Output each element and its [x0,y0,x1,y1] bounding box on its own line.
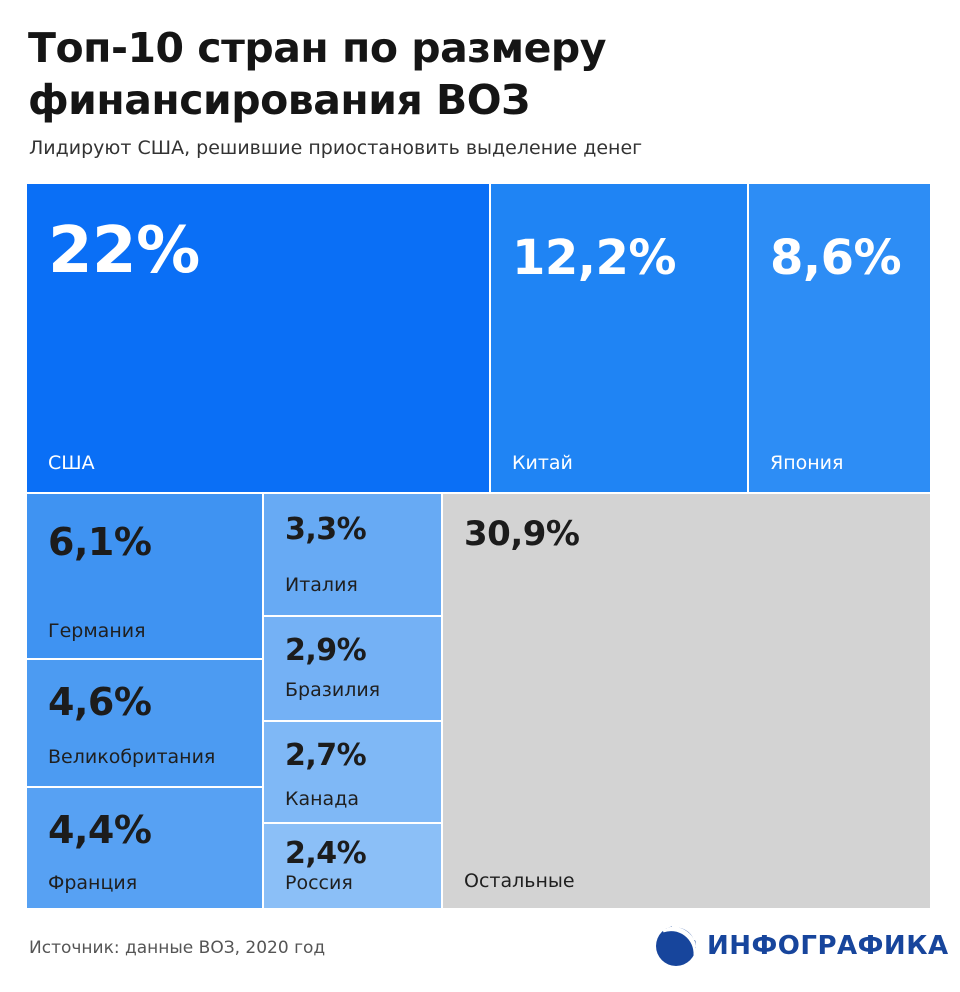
cell-label: Китай [512,452,573,474]
treemap-cell-8: 2,9% Бразилия [264,617,441,720]
treemap-cell-3: 8,6% Япония [749,184,930,492]
cell-value: 22% [48,214,200,288]
cell-label: Франция [48,872,138,894]
source-note: Источник: данные ВОЗ, 2020 год [29,938,326,958]
cell-label: Россия [285,872,353,894]
treemap-cell-1: 22% США [27,184,489,492]
cell-label: Бразилия [285,679,381,701]
cell-value: 2,7% [285,738,367,773]
cell-value: 6,1% [48,520,152,564]
cell-label: Великобритания [48,746,216,768]
cell-value: 30,9% [464,514,580,554]
cell-label: США [48,452,95,474]
chart-subtitle: Лидируют США, решившие приостановить выд… [29,137,643,159]
cell-value: 4,6% [48,680,152,724]
chart-title: Топ-10 стран по размеру финансирования В… [28,24,607,124]
cell-value: 4,4% [48,808,152,852]
logo-text: ИНФОГРАФИКА [707,931,949,961]
treemap-cell-9: 2,7% Канада [264,722,441,822]
cell-value: 3,3% [285,512,367,547]
cell-label: Канада [285,788,359,810]
treemap-cell-10: 2,4% Россия [264,824,441,908]
cell-label: Германия [48,620,146,642]
cell-value: 2,9% [285,633,367,668]
treemap-cell-7: 3,3% Италия [264,494,441,615]
treemap-cell-6: 4,4% Франция [27,788,262,908]
treemap-cell-11: 30,9% Остальные [443,494,930,908]
globe-logo-icon [656,925,697,966]
logo: ИНФОГРАФИКА [655,925,949,967]
cell-value: 8,6% [770,230,902,286]
cell-label: Италия [285,574,358,596]
cell-value: 2,4% [285,836,367,871]
treemap-cell-5: 4,6% Великобритания [27,660,262,786]
cell-label: Остальные [464,870,575,892]
cell-label: Япония [770,452,844,474]
treemap-cell-4: 6,1% Германия [27,494,262,658]
treemap-cell-2: 12,2% Китай [491,184,747,492]
cell-value: 12,2% [512,230,677,286]
